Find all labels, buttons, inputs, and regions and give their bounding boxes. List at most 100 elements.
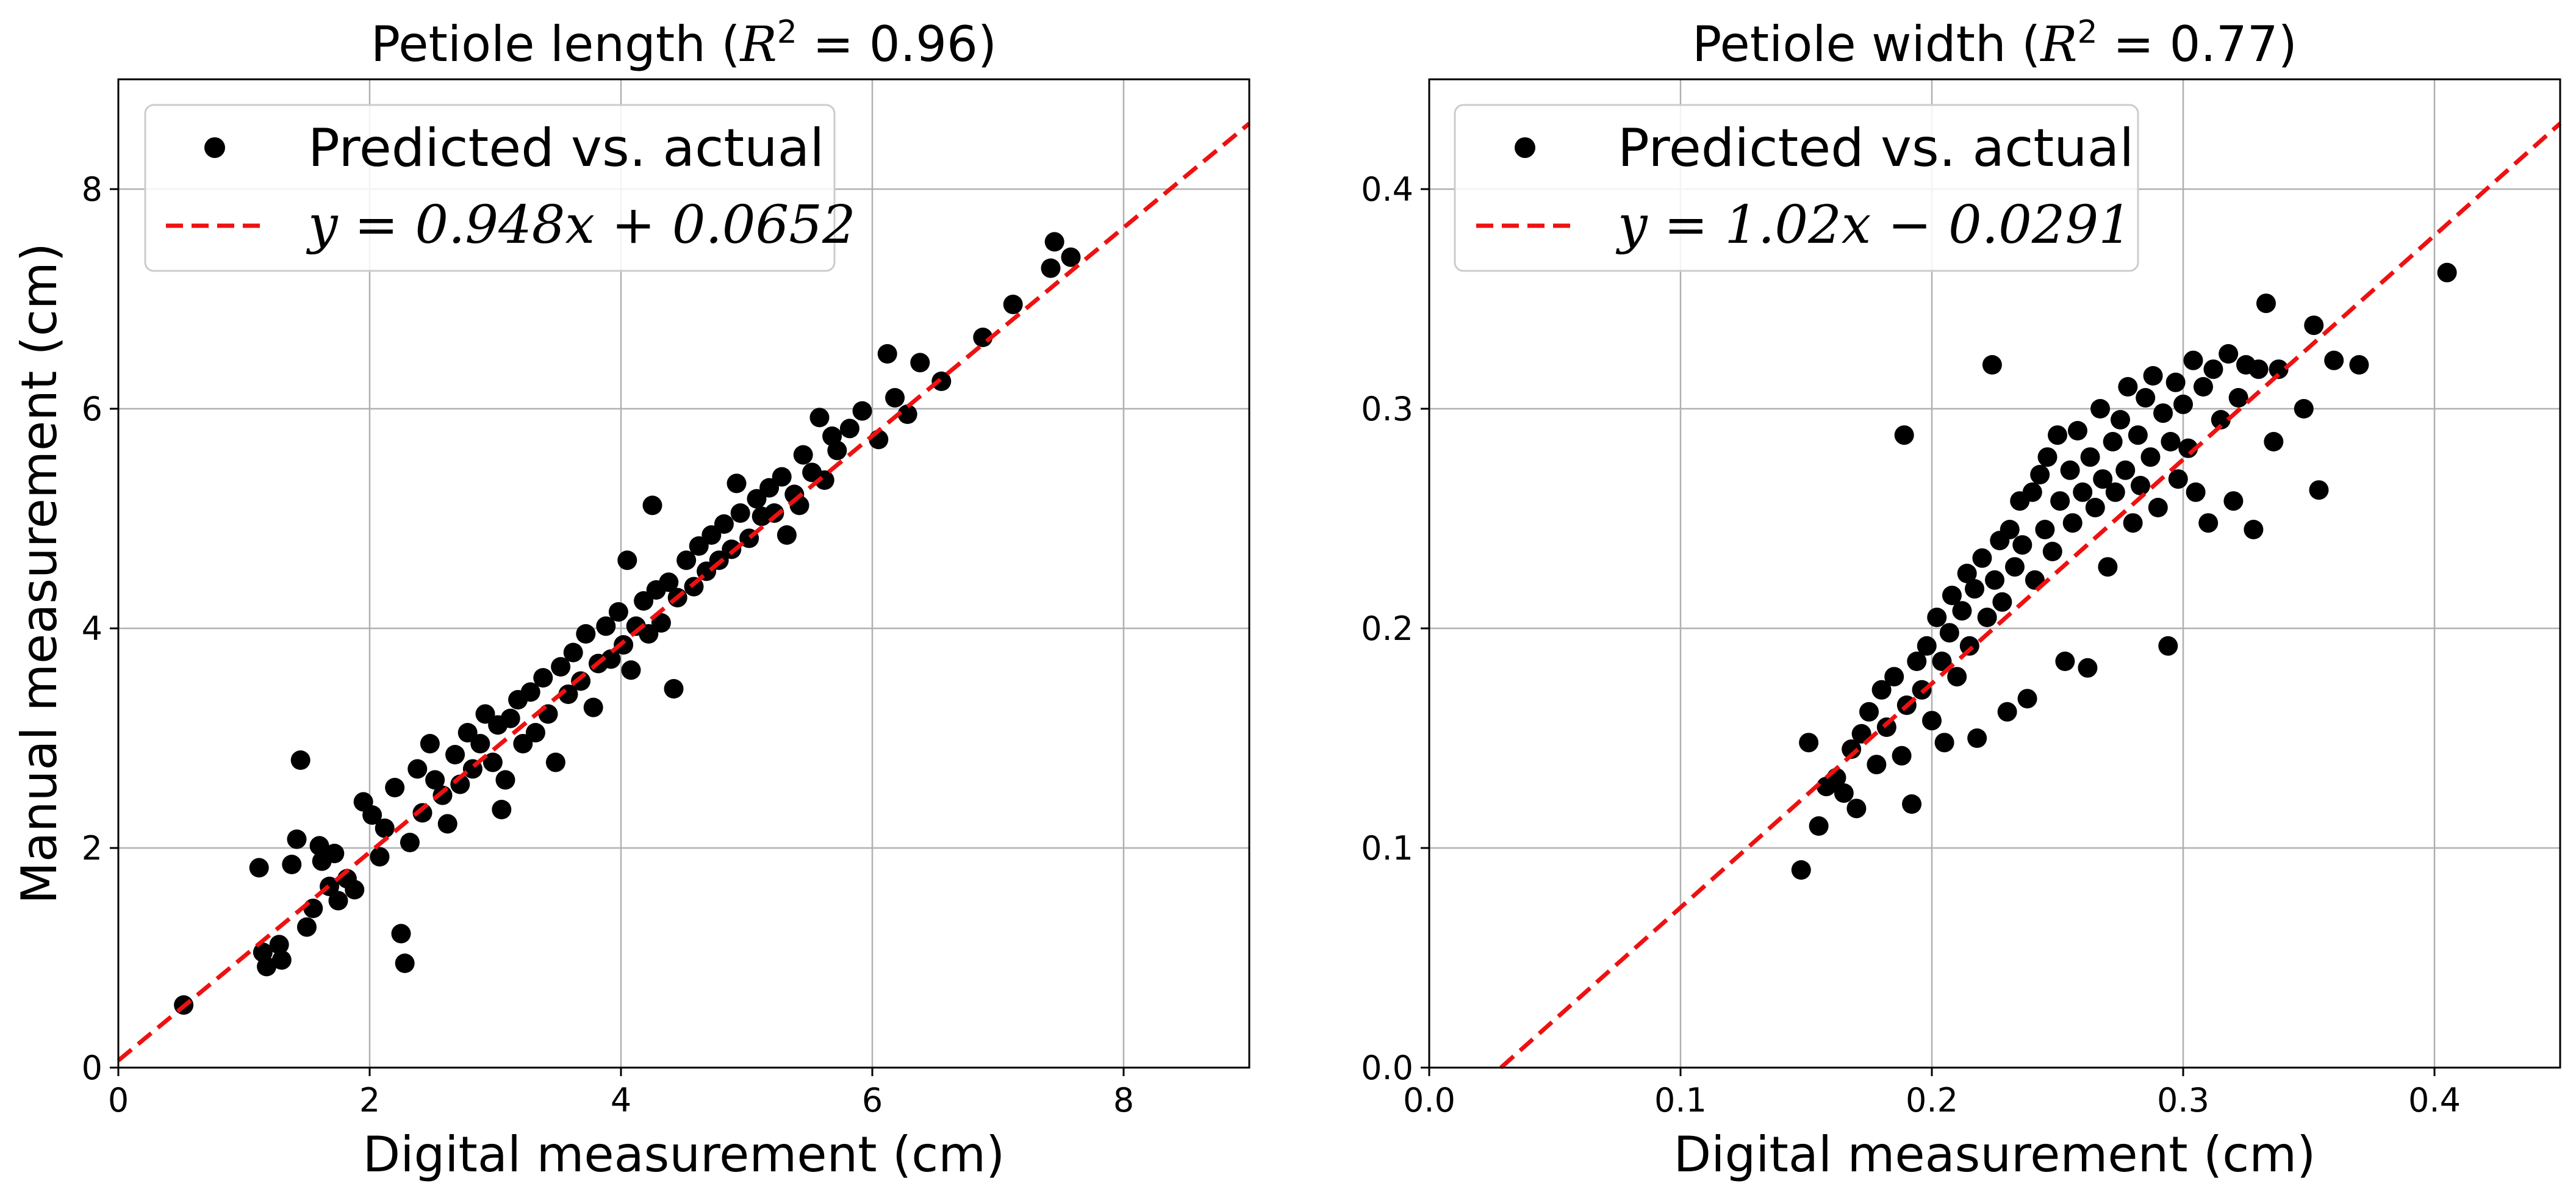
petiole-width-data-point	[1859, 702, 1879, 722]
petiole-length-y-tick-label: 2	[82, 829, 102, 868]
petiole-length-axes-frame	[117, 78, 1250, 1069]
petiole-width-data-point	[1939, 623, 1959, 643]
petiole-length-data-point	[309, 836, 329, 856]
petiole-length-data-point	[500, 708, 520, 728]
petiole-length-data-point	[425, 770, 445, 790]
petiole-width-title: Petiole width (R2 = 0.77)	[1692, 14, 2297, 73]
petiole-length-data-point	[391, 924, 411, 944]
petiole-width-data-point	[2067, 421, 2087, 440]
petiole-width-data-point	[2037, 447, 2058, 467]
petiole-length-panel: Petiole length (R2 = 0.96) 0 2 4 6 8 0 2 4 6 8 Di…	[82, 14, 1251, 1183]
petiole-width-data-point	[2022, 482, 2042, 502]
petiole-width-data-point	[2143, 366, 2163, 386]
petiole-length-data-point	[777, 525, 797, 545]
petiole-length-data-point	[814, 470, 834, 490]
petiole-width-data-point	[1917, 636, 1937, 656]
petiole-width-data-point	[2062, 513, 2083, 533]
petiole-width-data-point	[2103, 432, 2123, 451]
legend-box	[144, 104, 836, 272]
petiole-width-data-point	[2183, 350, 2203, 370]
petiole-width-data-point	[2324, 350, 2344, 370]
petiole-width-data-point	[1972, 548, 1992, 568]
petiole-width-data-point	[1799, 733, 1819, 753]
petiole-width-data-point	[2048, 425, 2067, 445]
petiole-width-y-tick-label: 0.4	[1361, 170, 1413, 209]
petiole-length-data-point	[759, 478, 780, 498]
petiole-width-data-point	[2203, 359, 2223, 379]
petiole-length-data-point	[576, 624, 596, 644]
petiole-width-data-point	[1942, 586, 1962, 605]
petiole-width-data-point	[2161, 432, 2181, 451]
petiole-width-legend: Predicted vs. actual y = 1.02x − 0.0291	[1454, 104, 2139, 272]
petiole-length-data-point	[420, 734, 440, 753]
petiole-length-data-point	[303, 899, 323, 918]
petiole-width-data-point	[1965, 579, 1985, 599]
petiole-length-data-point	[764, 503, 784, 523]
petiole-width-data-point	[2004, 557, 2025, 577]
petiole-width-data-point	[2090, 399, 2111, 419]
petiole-width-data-point	[1842, 739, 1862, 759]
petiole-width-data-point	[1934, 733, 1954, 753]
petiole-width-ticks: 0.0 0.1 0.2 0.3 0.4 0.0 0.1 0.2 0.3 0.4	[1361, 170, 2461, 1119]
petiole-width-data-point	[1932, 652, 1952, 671]
petiole-width-data-point	[2193, 377, 2213, 397]
petiole-width-data-point	[2228, 388, 2248, 408]
petiole-length-data-point	[601, 649, 621, 669]
petiole-width-y-tick-label: 0.3	[1361, 390, 1413, 428]
petiole-width-data-point	[2269, 359, 2289, 379]
petiole-length-legend: Predicted vs. actual y = 0.948x + 0.0652	[144, 104, 856, 272]
petiole-width-data-point	[1997, 702, 2017, 722]
legend-label-scatter: Predicted vs. actual	[308, 118, 824, 179]
petiole-length-data-point	[727, 473, 747, 494]
petiole-length-data-point	[457, 723, 478, 742]
petiole-width-x-tick-label: 0.4	[2408, 1081, 2461, 1119]
petiole-length-data-point	[483, 752, 503, 772]
petiole-length-data-point	[885, 388, 905, 408]
petiole-width-regression-line	[1499, 121, 2562, 1069]
petiole-width-data-point	[2098, 557, 2118, 577]
petiole-width-data-point	[1947, 667, 1967, 687]
petiole-width-data-point	[2148, 498, 2168, 517]
petiole-width-data-point	[2294, 399, 2314, 419]
legend-label-fit: y = 0.948x + 0.0652	[306, 195, 856, 256]
petiole-width-data-point	[2140, 447, 2161, 467]
petiole-width-data-point	[2264, 432, 2284, 451]
petiole-length-data-point	[400, 833, 420, 852]
petiole-width-data-point	[1894, 425, 1914, 445]
petiole-width-data-point	[1985, 570, 2004, 590]
petiole-length-data-point	[897, 404, 917, 424]
petiole-length-data-point	[538, 704, 558, 724]
petiole-width-x-tick-label: 0.3	[2157, 1081, 2209, 1119]
petiole-width-data-point	[2153, 403, 2173, 423]
petiole-length-data-point	[362, 805, 382, 825]
petiole-width-data-point	[2123, 513, 2143, 533]
petiole-length-data-point	[385, 778, 405, 797]
petiole-width-x-tick-label: 0.1	[1654, 1081, 1707, 1119]
legend-box	[1454, 104, 2139, 272]
petiole-width-data-point	[1967, 728, 1987, 748]
petiole-width-data-point	[1902, 794, 1922, 814]
petiole-length-data-point	[437, 814, 457, 834]
petiole-length-data-point	[328, 891, 348, 911]
petiole-length-data-point	[325, 844, 345, 863]
petiole-width-data-point	[2437, 262, 2457, 282]
petiole-length-data-point	[772, 467, 792, 487]
petiole-width-data-point	[1851, 724, 1871, 744]
petiole-width-data-point	[2219, 344, 2239, 364]
petiole-length-data-point	[827, 440, 847, 461]
petiole-length-data-point	[249, 858, 269, 878]
petiole-length-data-point	[375, 818, 395, 838]
petiole-width-scatter-points	[1791, 262, 2457, 880]
petiole-width-data-point	[1871, 680, 1892, 700]
petiole-length-data-point	[621, 660, 641, 680]
petiole-width-data-point	[1992, 592, 2012, 612]
petiole-length-data-point	[1044, 232, 1064, 252]
petiole-width-x-tick-label: 0.0	[1403, 1081, 1455, 1119]
petiole-width-data-point	[2168, 469, 2188, 489]
petiole-width-data-point	[1884, 667, 1904, 687]
petiole-length-x-tick-label: 8	[1113, 1081, 1134, 1119]
petiole-length-data-point	[664, 679, 684, 699]
petiole-length-data-point	[809, 408, 830, 428]
petiole-length-data-point	[583, 697, 603, 717]
